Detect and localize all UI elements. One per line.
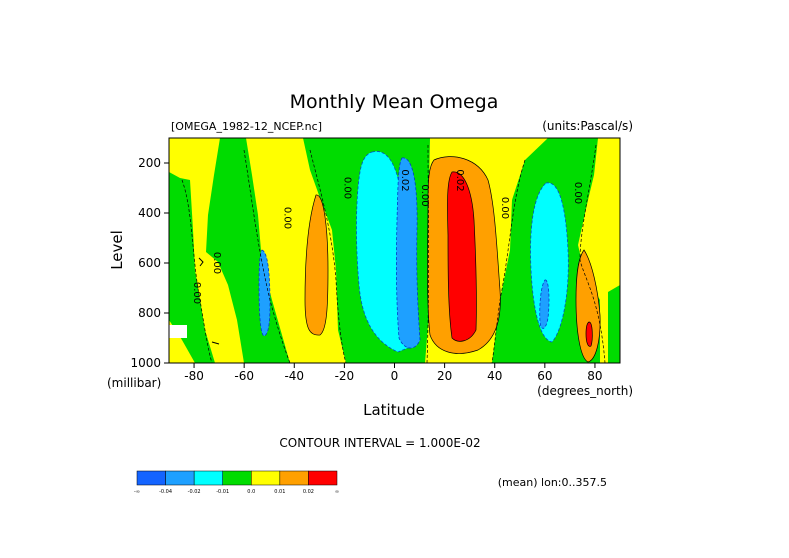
y-axis-label: Level xyxy=(108,230,126,270)
cyan-region-north xyxy=(530,182,569,343)
x-axis-label: Latitude xyxy=(363,401,425,419)
colorbar-label: -0.04 xyxy=(159,489,172,495)
blue-region-south xyxy=(258,249,271,337)
contour-labels: 0.00 0.00 0.00 0.00 0.02 0.00 0.02 0.00 0.00 xyxy=(191,169,583,304)
contour-value-label: 0.00 xyxy=(211,252,222,274)
x-units-label: (degrees_north) xyxy=(537,384,633,398)
x-tick-label: -80 xyxy=(184,369,204,383)
contour-value-label: 0.00 xyxy=(191,282,202,304)
x-tick-label: -20 xyxy=(335,369,355,383)
contour-value-label: 0.00 xyxy=(419,184,430,206)
x-axis: -80 -60 -40 -20 0 20 40 60 80 xyxy=(184,363,603,383)
colorbar-label: 0.02 xyxy=(303,489,314,495)
x-tick-label: 60 xyxy=(537,369,552,383)
contour-value-label: 0.00 xyxy=(572,182,583,204)
x-tick-label: 0 xyxy=(391,369,399,383)
contour-fill xyxy=(169,138,620,363)
small-contour-mark-2 xyxy=(211,341,220,345)
blue-region-equatorial xyxy=(396,157,421,349)
y-tick-label: 600 xyxy=(138,256,161,270)
colorbar-label: -∞ xyxy=(134,489,140,495)
zero-contour-polar-south xyxy=(181,179,213,363)
colorbar-swatch xyxy=(279,470,309,486)
y-tick-label: 1000 xyxy=(130,356,161,370)
zero-contour-tropics-north xyxy=(426,144,429,363)
zero-contour-midlat-north xyxy=(491,159,526,363)
colorbar-label: -0.01 xyxy=(216,489,229,495)
orange-region-north xyxy=(575,249,601,363)
colorbar-swatch xyxy=(251,470,281,486)
colorbar-swatch xyxy=(193,470,223,486)
colorbar: -∞ -0.04 -0.02 -0.01 0.0 0.01 0.02 ∞ xyxy=(134,470,339,495)
green-region-polar-north xyxy=(608,285,620,363)
contour-value-label: 0.00 xyxy=(341,177,352,199)
contour-value-label: 0.00 xyxy=(499,197,510,219)
mean-lon-label: (mean) lon:0..357.5 xyxy=(498,476,607,489)
colorbar-label: ∞ xyxy=(335,489,339,495)
y-tick-label: 800 xyxy=(138,306,161,320)
colorbar-label: -0.02 xyxy=(188,489,201,495)
colorbar-swatch xyxy=(308,470,338,486)
green-region-polar-south xyxy=(169,172,215,363)
colorbar-label: 0.01 xyxy=(274,489,285,495)
x-tick-label: -60 xyxy=(234,369,254,383)
red-region-north xyxy=(585,321,593,347)
contour-interval-label: CONTOUR INTERVAL = 1.000E-02 xyxy=(279,436,480,450)
zero-contour-tropics-south xyxy=(309,149,347,363)
units-label: (units:Pascal/s) xyxy=(542,119,633,133)
y-tick-label: 400 xyxy=(138,206,161,220)
red-region-subtropics xyxy=(447,171,477,342)
colorbar-swatch xyxy=(165,470,195,486)
dataset-label: [OMEGA_1982-12_NCEP.nc] xyxy=(171,120,322,133)
missing-data-patch xyxy=(169,325,187,338)
contour-value-label: 0.02 xyxy=(454,169,465,191)
blue-region-north xyxy=(539,279,550,329)
small-contour-mark-1 xyxy=(198,257,204,267)
colorbar-swatch xyxy=(222,470,252,486)
chart-title: Monthly Mean Omega xyxy=(290,91,499,113)
zero-contour-polar-north xyxy=(579,144,606,363)
zero-contour-midlat-south xyxy=(243,149,291,363)
x-tick-label: 20 xyxy=(437,369,452,383)
colorbar-swatch xyxy=(136,470,166,486)
colorbar-label: 0.0 xyxy=(247,489,255,495)
x-tick-label: 80 xyxy=(587,369,602,383)
y-units-label: (millibar) xyxy=(107,376,161,390)
orange-region-south xyxy=(304,194,329,336)
x-tick-label: 40 xyxy=(487,369,502,383)
y-tick-label: 200 xyxy=(138,156,161,170)
y-axis: 200 400 600 800 1000 xyxy=(130,156,169,370)
x-tick-label: -40 xyxy=(284,369,304,383)
contour-value-label: 0.00 xyxy=(281,207,292,229)
contour-value-label: 0.02 xyxy=(399,169,410,191)
